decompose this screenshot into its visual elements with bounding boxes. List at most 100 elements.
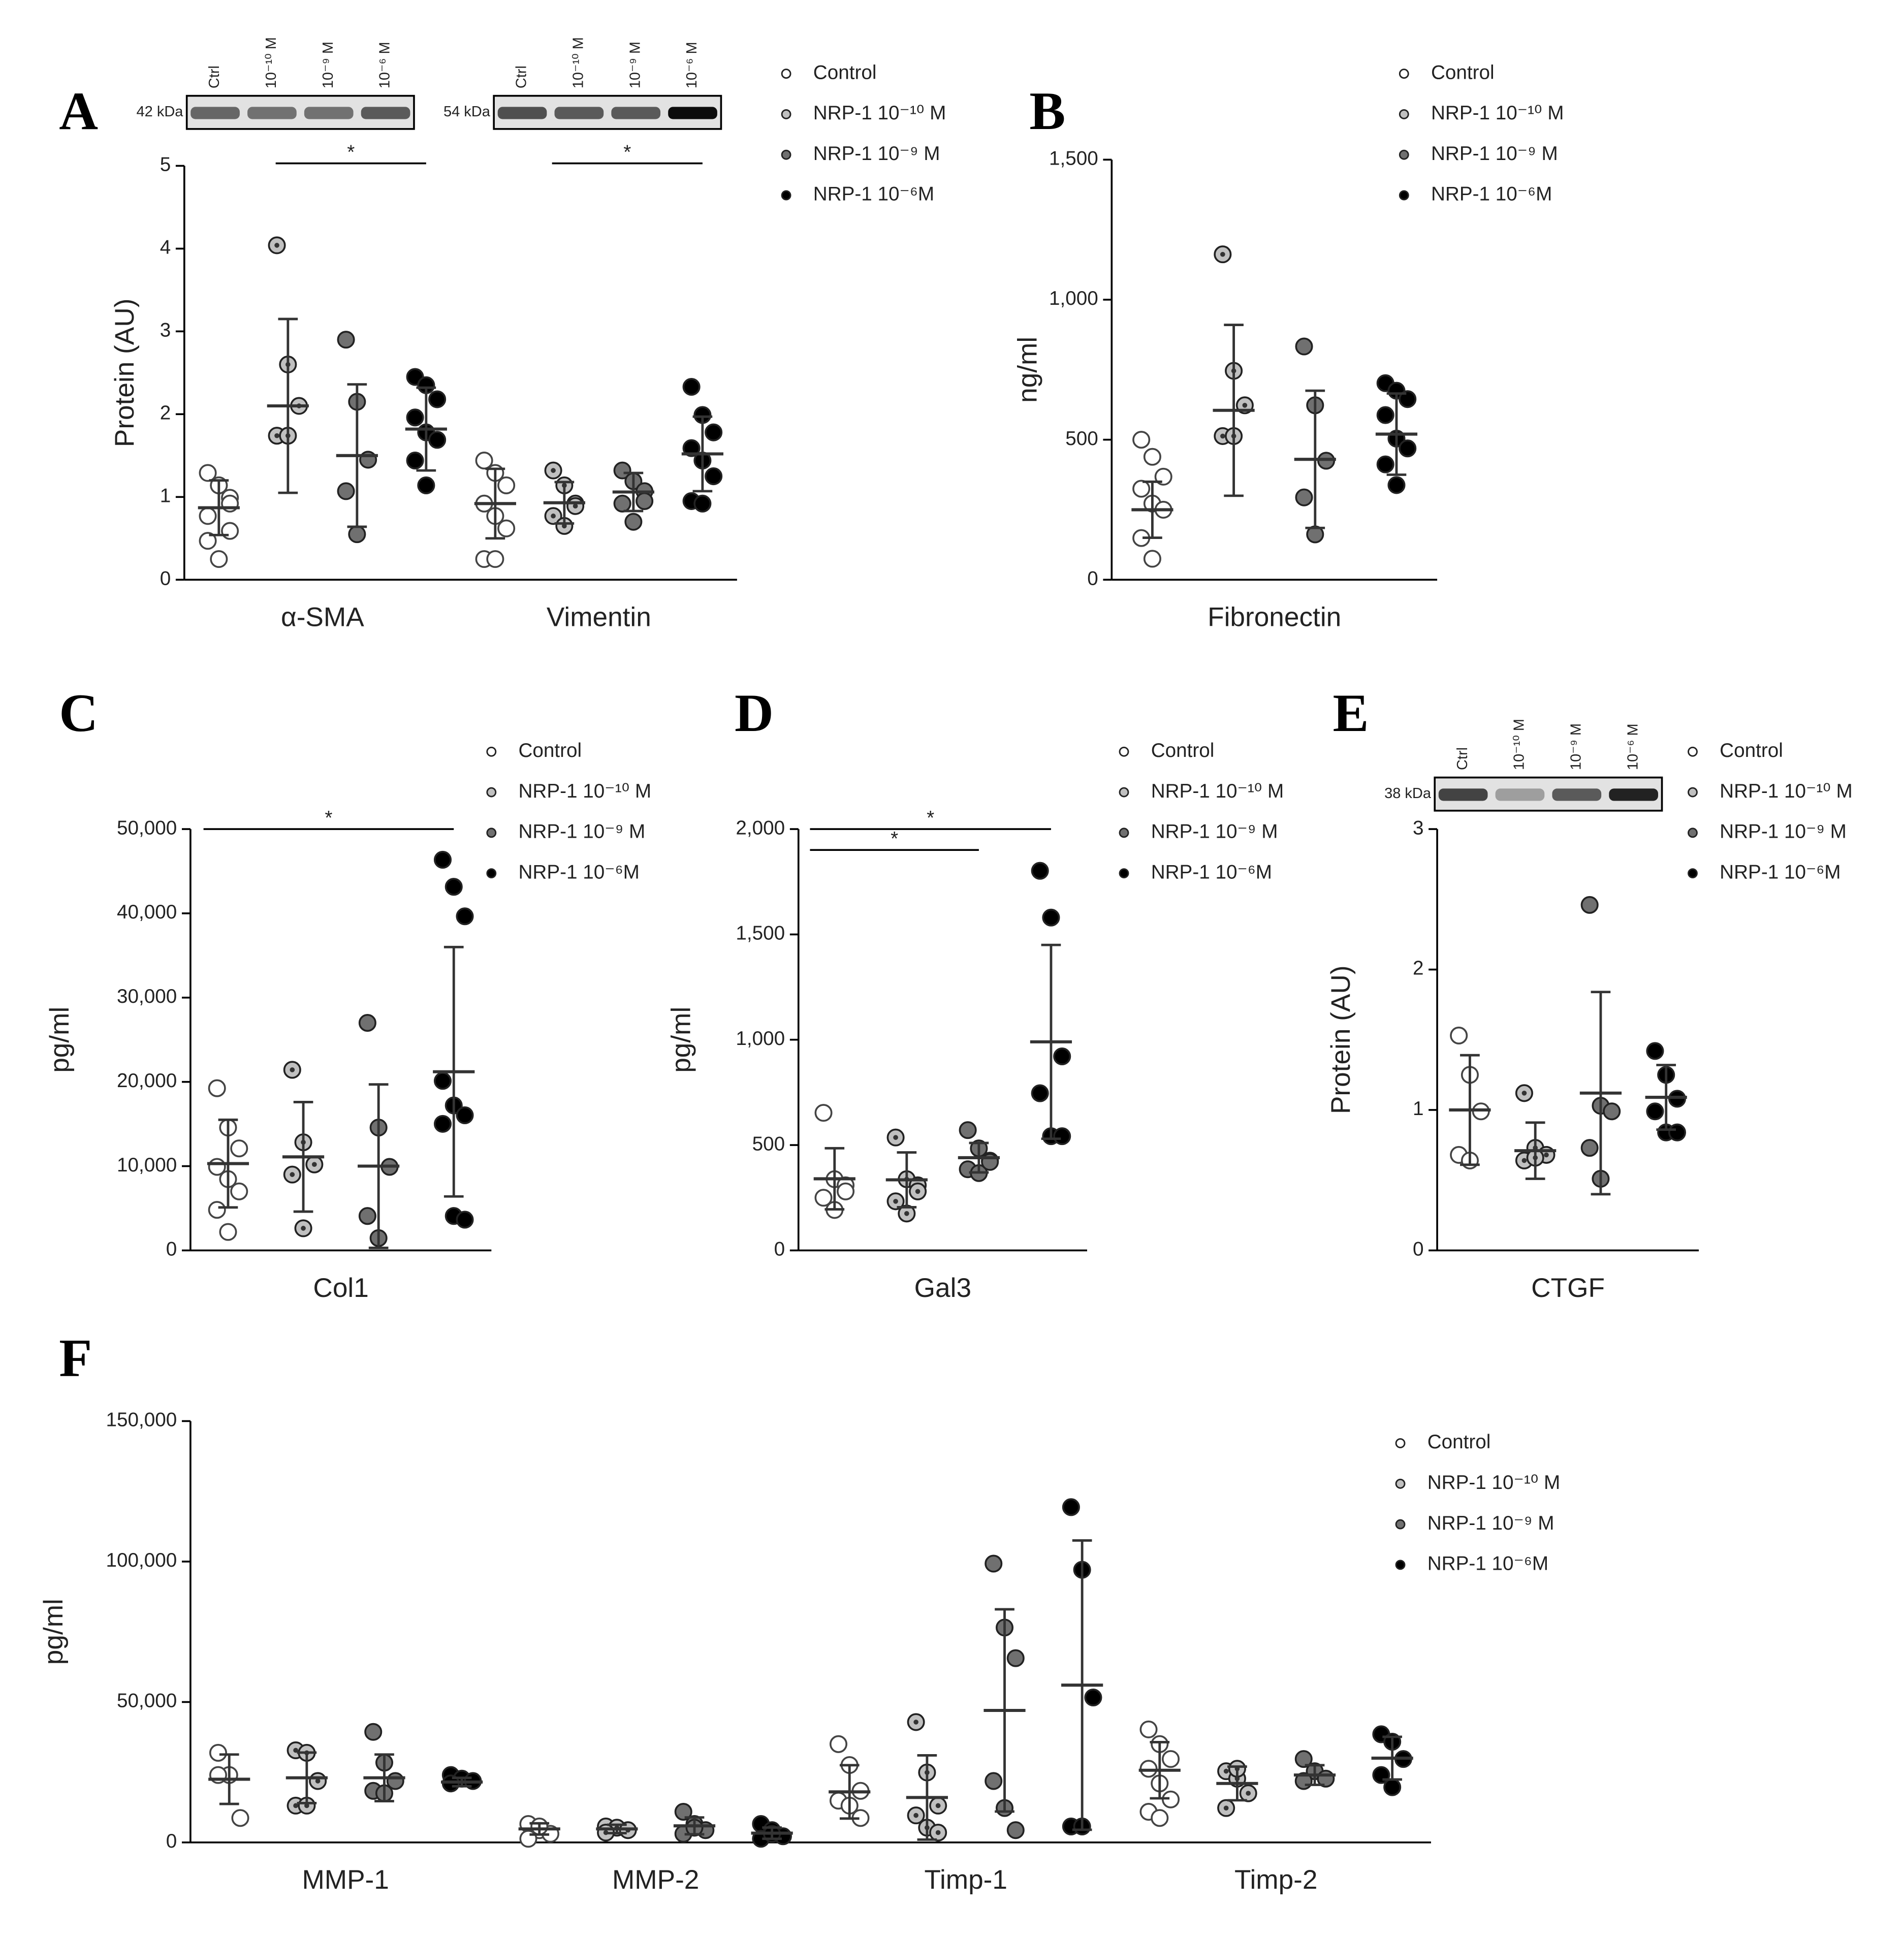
blot-lane-label: 10⁻¹⁰ M [263,37,279,88]
blot-lane-label: 10⁻⁹ M [320,42,336,88]
blot-band [1495,788,1545,801]
data-point [497,519,516,537]
blot-band [668,107,717,119]
data-point [1006,1649,1025,1667]
data-point-center [935,1830,941,1835]
blot-band [1438,788,1488,801]
y-tick-label: 0 [1087,567,1098,589]
legend-label: NRP-1 10⁻¹⁰ M [518,780,651,802]
blot-band [554,107,604,119]
blot-band [191,107,240,119]
data-point [624,513,643,531]
blot-band [1552,788,1602,801]
data-point [1646,1042,1664,1060]
data-point [208,1079,226,1097]
data-point [497,476,516,494]
legend-marker [1688,787,1698,798]
y-tick-label: 0 [166,1239,177,1260]
data-point [705,423,723,441]
data-point [433,1115,452,1133]
data-point-center [573,503,578,509]
blot-lane-label: 10⁻⁶ M [377,42,393,88]
data-point-center [1544,1152,1549,1158]
y-tick-label: 2 [1413,958,1424,979]
legend-label: NRP-1 10⁻⁶M [1720,861,1840,883]
legend-marker [1395,1560,1406,1570]
category-label: Gal3 [914,1273,971,1303]
legend-marker [1395,1438,1406,1448]
data-point [613,461,631,480]
data-point-center [274,433,279,438]
legend-marker [1395,1519,1406,1530]
legend-label: NRP-1 10⁻¹⁰ M [813,102,946,124]
data-point [1084,1689,1102,1707]
data-point [705,467,723,486]
data-point [456,907,474,926]
data-point-center [274,243,279,248]
data-point [1387,476,1406,494]
category-label: Col1 [313,1273,368,1303]
y-tick-label: 0 [774,1239,785,1260]
legend-marker [781,109,791,119]
data-point [1139,1720,1158,1738]
legend-label: Control [813,61,877,83]
data-point-center [935,1803,941,1808]
data-point-center [904,1211,909,1216]
blot-band [247,107,297,119]
data-point [1031,862,1049,880]
y-tick-label: 150,000 [106,1409,177,1431]
data-point [428,390,447,408]
blot-lane-label: 10⁻¹⁰ M [570,37,587,88]
blot-lane-label: 10⁻⁹ M [1568,723,1584,770]
data-point-center [293,1803,298,1808]
y-tick-label: 30,000 [117,986,177,1007]
legend-marker [1119,787,1129,798]
y-tick-label: 4 [160,237,171,259]
y-tick-label: 50,000 [117,1690,177,1712]
data-point [814,1189,833,1207]
legend-marker [1119,828,1129,838]
significance-label: * [623,141,631,163]
data-point-center [893,1135,898,1140]
blot-band [1609,788,1658,801]
legend-label: NRP-1 10⁻¹⁰ M [1720,780,1853,802]
legend-label: Control [518,740,582,761]
y-tick-label: 3 [1413,817,1424,839]
data-point [433,1072,452,1090]
legend-marker [1688,828,1698,838]
data-point [1646,1102,1664,1121]
data-point [231,1809,249,1827]
legend-marker [1399,109,1409,119]
data-point [1132,480,1151,498]
y-axis-label: Protein (AU) [110,299,140,448]
data-point [985,1772,1003,1790]
data-point [1668,1123,1686,1141]
data-point-center [1223,1805,1229,1811]
legend-label: NRP-1 10⁻⁶M [1151,861,1272,883]
data-point-center [1521,1158,1527,1163]
data-point [208,1201,226,1219]
panel-label: A [59,81,98,141]
data-point [674,1803,692,1821]
data-point [199,532,217,550]
y-tick-label: 1 [1413,1098,1424,1120]
data-point-center [311,1162,317,1167]
legend-marker [486,746,497,757]
data-point [486,550,504,568]
data-point [1031,1084,1049,1102]
significance-label: * [927,807,934,829]
data-point-center [913,1720,918,1725]
blot-lane-label: 10⁻¹⁰ M [1511,719,1528,770]
data-point-center [562,523,567,529]
data-point [1053,1047,1071,1066]
significance-label: * [347,141,355,163]
data-point [1376,455,1394,473]
data-point [1580,896,1599,914]
y-tick-label: 5 [160,154,171,176]
data-point [1042,908,1060,927]
data-point [959,1121,977,1139]
blot-kda: 38 kDa [1384,785,1432,802]
category-label: MMP-2 [612,1865,699,1895]
panel-label: B [1029,81,1065,141]
y-tick-label: 1,000 [736,1028,785,1050]
